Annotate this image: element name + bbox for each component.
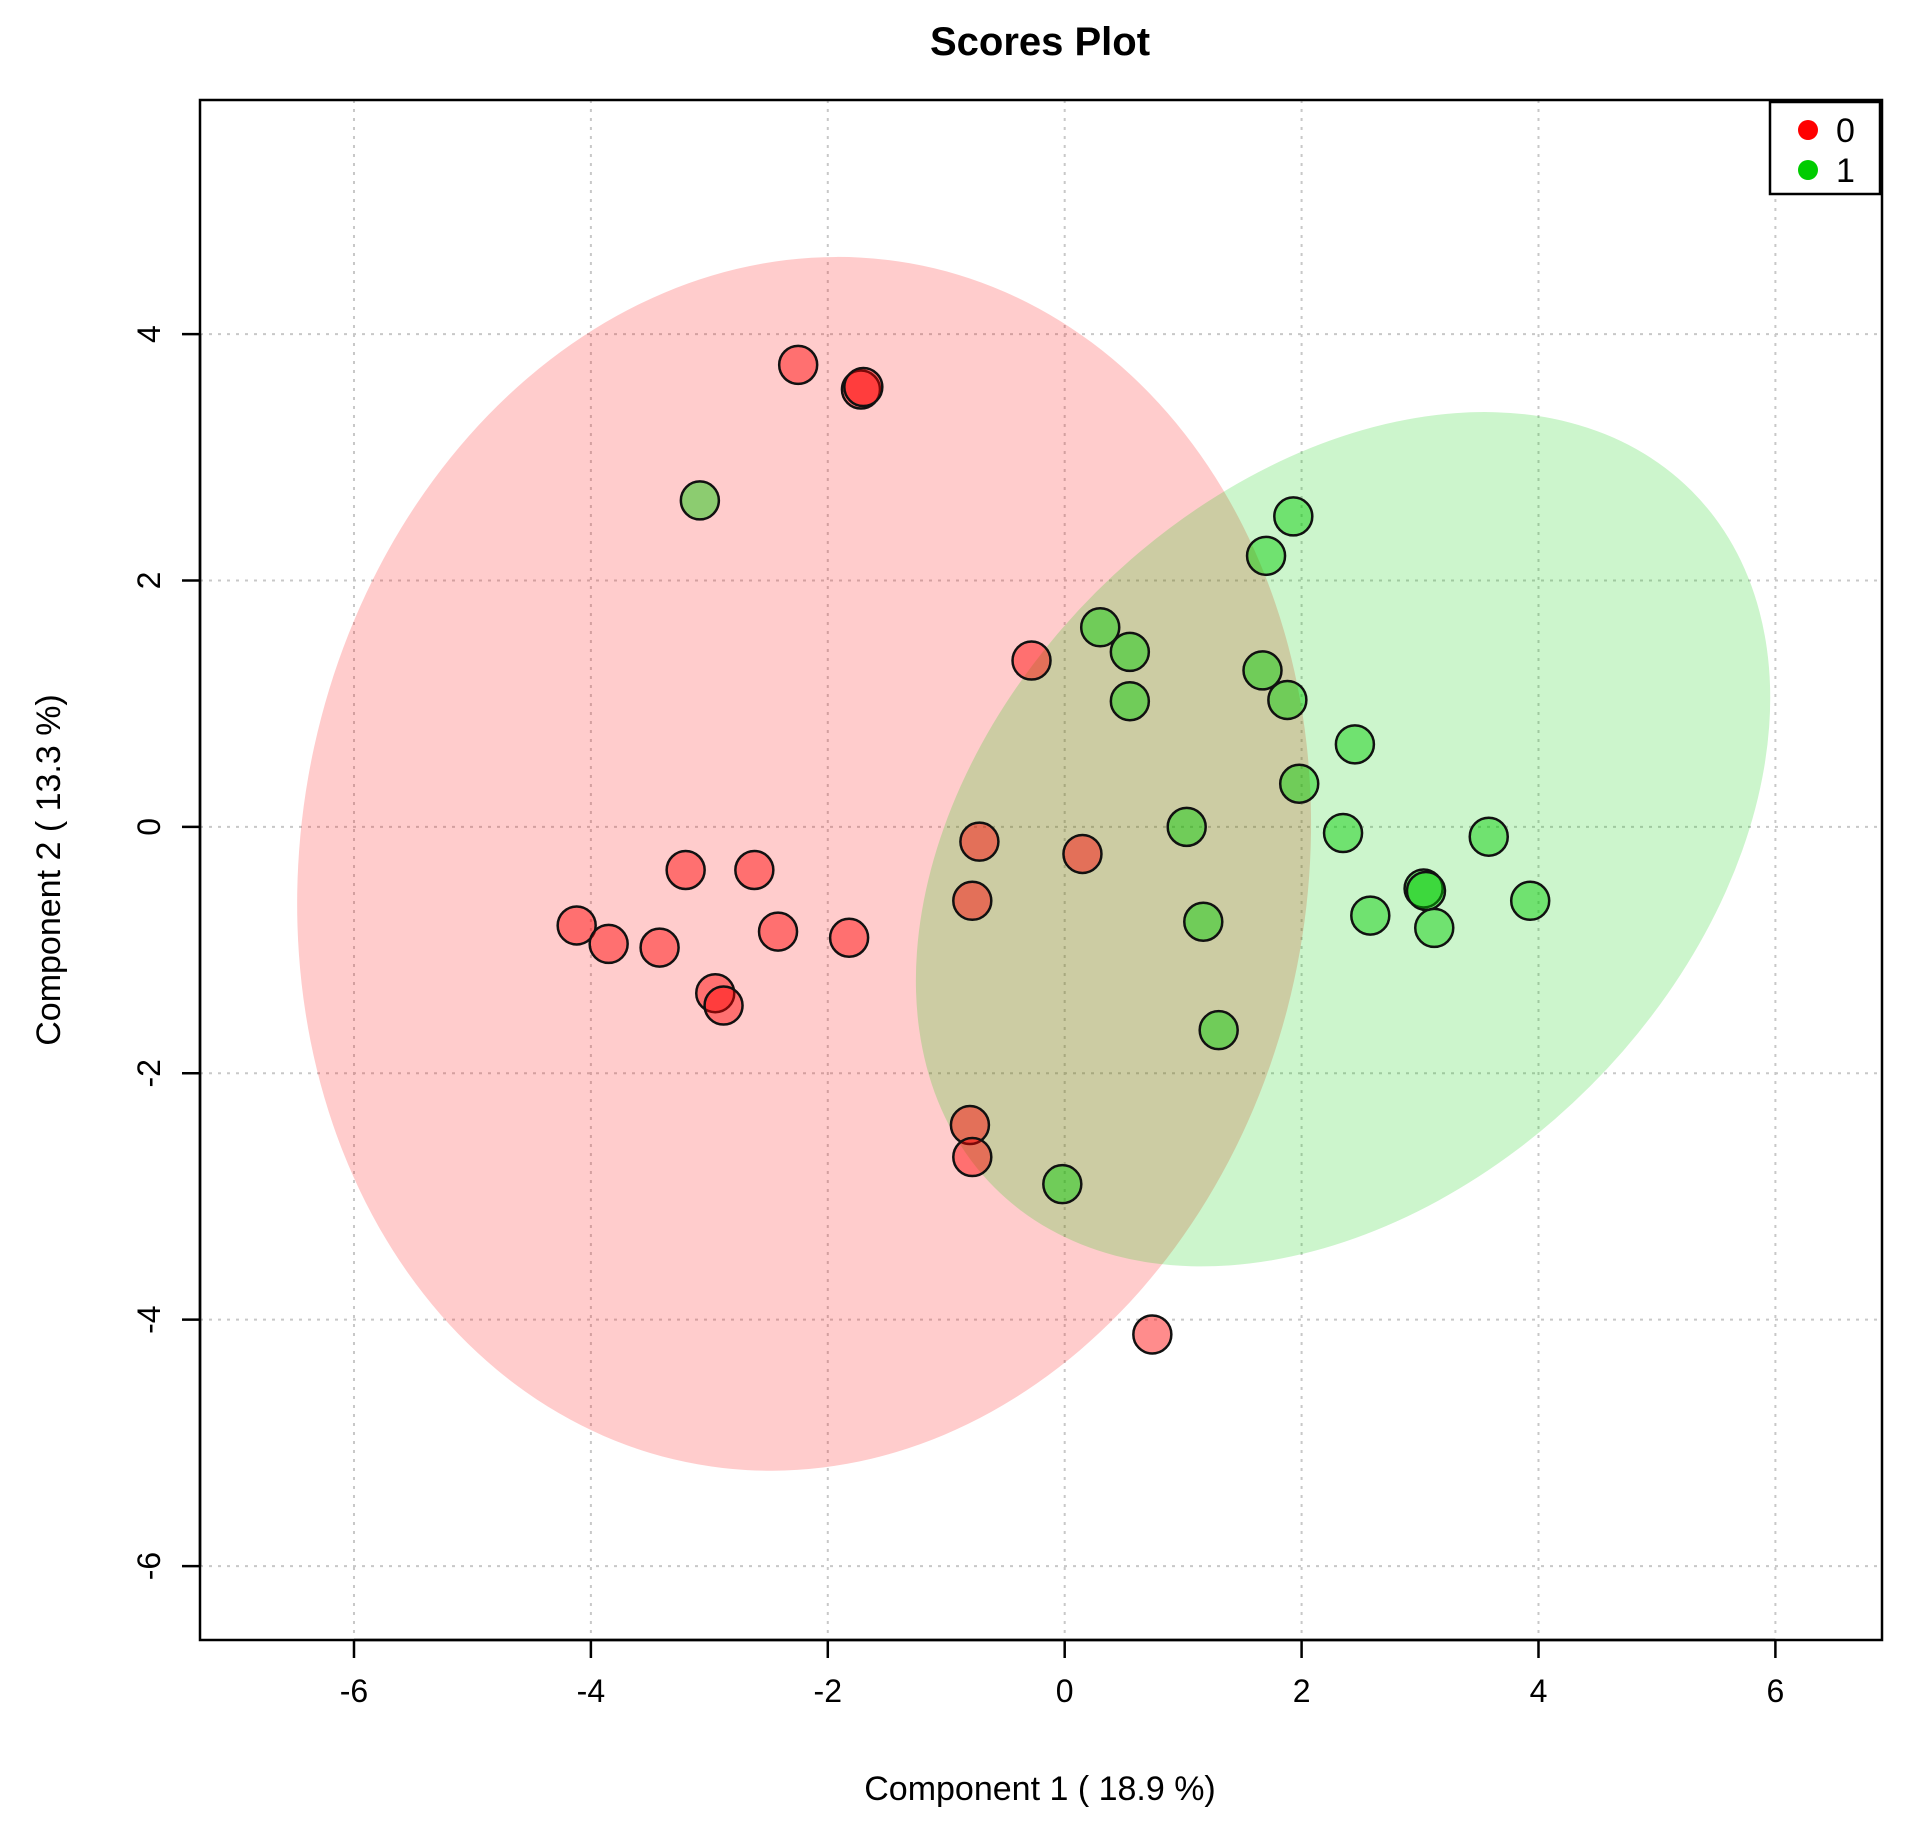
data-point-group-1 [1468, 816, 1509, 857]
data-point-group-1 [1278, 763, 1320, 805]
x-tick-label: -6 [340, 1673, 368, 1709]
data-point-group-1 [1245, 535, 1287, 577]
data-point-group-1 [1183, 901, 1224, 942]
data-point-group-0 [952, 1136, 993, 1178]
data-point-group-0 [556, 905, 597, 946]
y-tick-label: -6 [131, 1552, 167, 1580]
data-point-group-1 [1166, 806, 1207, 848]
data-points [556, 344, 1551, 1355]
confidence-ellipse-1 [915, 412, 1771, 1267]
data-point-group-0 [757, 911, 799, 952]
data-point-group-0 [843, 366, 884, 408]
legend-label-1: 1 [1836, 152, 1855, 190]
data-point-group-0 [1062, 833, 1103, 875]
data-point-group-1 [1198, 1009, 1239, 1051]
grid-lines [200, 100, 1882, 1640]
data-point-group-1 [679, 480, 721, 521]
data-point-group-0 [703, 985, 744, 1026]
y-tick-label: 0 [131, 818, 167, 836]
data-point-group-0 [959, 821, 1000, 862]
legend-marker-0 [1798, 120, 1818, 140]
data-point-group-1 [1334, 724, 1376, 765]
legend: 01 [1768, 100, 1882, 196]
data-point-group-1 [1322, 812, 1364, 854]
data-point-group-0 [588, 923, 629, 965]
data-point-group-1 [1079, 607, 1121, 648]
data-point-group-0 [949, 1104, 991, 1146]
x-tick-label: 0 [1056, 1673, 1074, 1709]
y-tick-label: 2 [131, 572, 167, 590]
data-point-group-0 [828, 917, 870, 959]
data-point-group-0 [777, 344, 819, 386]
x-tick-label: 6 [1766, 1673, 1784, 1709]
legend-box [1768, 100, 1882, 196]
data-point-group-1 [1405, 870, 1447, 912]
data-point-group-1 [1273, 496, 1314, 537]
data-point-group-1 [1403, 868, 1444, 909]
y-tick-label: -4 [131, 1305, 167, 1333]
confidence-ellipses [297, 256, 1771, 1471]
data-point-group-0 [1132, 1314, 1173, 1355]
x-tick-label: -2 [814, 1673, 842, 1709]
data-point-group-1 [1109, 680, 1151, 722]
chart-title: Scores Plot [930, 20, 1150, 64]
data-point-group-1 [1109, 631, 1151, 673]
y-axis-label: Component 2 ( 13.3 %) [30, 694, 68, 1046]
data-point-group-1 [1350, 895, 1391, 936]
data-point-group-0 [665, 849, 706, 891]
data-point-group-0 [840, 369, 882, 410]
x-axis-label: Component 1 ( 18.9 %) [864, 1770, 1216, 1808]
data-point-group-1 [1242, 650, 1283, 691]
data-point-group-1 [1042, 1163, 1083, 1205]
confidence-ellipse-0 [297, 256, 1312, 1471]
y-tick-label: 4 [131, 325, 167, 343]
y-tick-label: -2 [131, 1059, 167, 1087]
x-tick-label: 4 [1530, 1673, 1548, 1709]
x-tick-label: 2 [1293, 1673, 1311, 1709]
x-tick-label: -4 [577, 1673, 605, 1709]
data-point-group-0 [1011, 640, 1052, 681]
data-point-group-1 [1267, 679, 1308, 721]
data-point-group-1 [1509, 880, 1551, 922]
legend-label-0: 0 [1836, 112, 1855, 150]
legend-marker-1 [1798, 160, 1818, 180]
data-point-group-1 [1414, 907, 1455, 949]
data-point-group-0 [952, 880, 993, 922]
data-point-group-0 [734, 849, 775, 891]
data-point-group-0 [639, 927, 680, 968]
axes: -6 -4 -2 0 2 4 6 -6 -4 -2 0 2 4 [131, 325, 1784, 1709]
